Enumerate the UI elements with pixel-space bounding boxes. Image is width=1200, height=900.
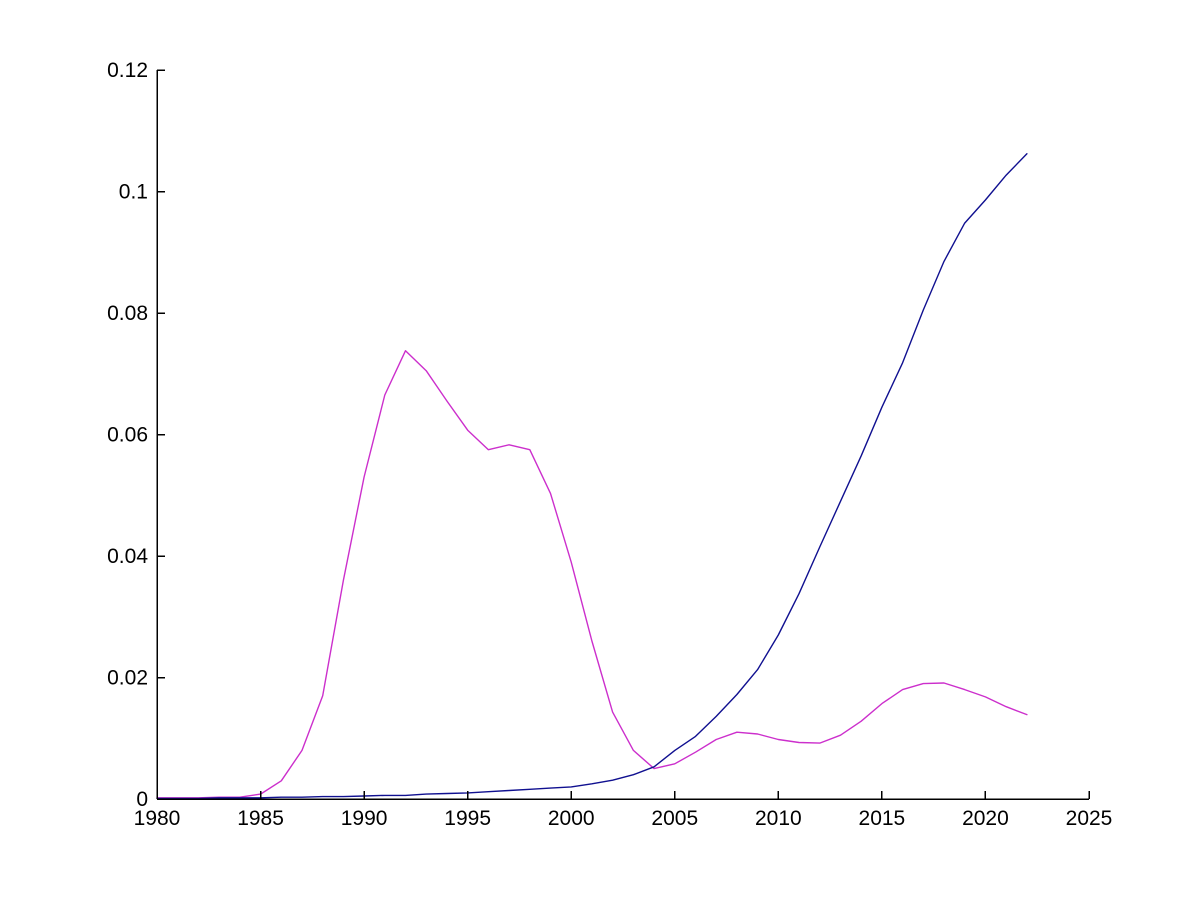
y-tick-label: 0.04 [107,545,148,568]
x-tick-label: 2005 [651,807,698,830]
y-tick-label: 0.08 [107,302,148,325]
y-tick-label: 0.1 [119,181,148,204]
x-tick-label: 2025 [1066,807,1113,830]
x-tick-label: 2020 [962,807,1009,830]
magenta-line [156,350,1028,799]
y-tick-label: 0.02 [107,667,148,690]
blue-line [156,153,1028,800]
x-tick-label: 1980 [134,807,181,830]
plot-area: 1980 1985 1990 1995 2000 2005 2010 2015 2020 2025… [107,59,1112,830]
x-tick-label: 2015 [859,807,906,830]
y-tick-label: 0.12 [107,59,148,82]
x-tick-label: 1985 [237,807,284,830]
x-tick-label: 2000 [548,807,595,830]
x-tick-label: 2010 [755,807,802,830]
x-tick-label: 1995 [444,807,491,830]
y-tick-label: 0.06 [107,424,148,447]
y-tick-label: 0 [136,788,148,811]
x-tick-label: 1990 [341,807,388,830]
